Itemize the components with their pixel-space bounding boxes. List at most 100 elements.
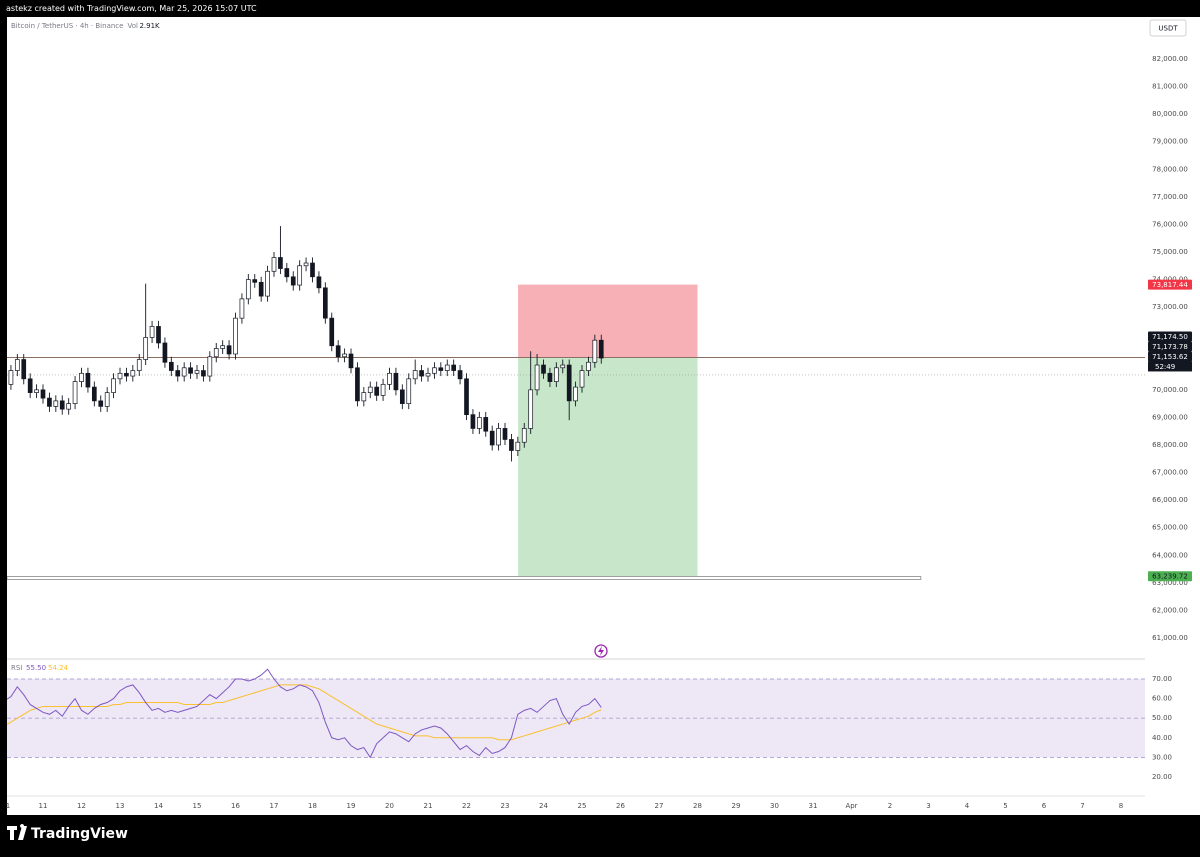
candle xyxy=(374,381,380,401)
x-tick-label: 1 xyxy=(6,802,10,810)
candle xyxy=(425,367,431,382)
candle xyxy=(14,354,20,377)
candle xyxy=(573,381,578,407)
candle xyxy=(53,395,59,412)
candle-body xyxy=(297,265,303,286)
candle xyxy=(355,362,360,407)
candle-body xyxy=(149,326,155,338)
candle xyxy=(271,251,277,277)
candle xyxy=(252,274,258,288)
rsi-title: RSI xyxy=(11,664,22,672)
candle-body xyxy=(91,386,97,402)
candle xyxy=(278,226,283,275)
candle xyxy=(406,373,412,410)
y-tick-label: 74,000.00 xyxy=(1152,276,1188,284)
marker-price-box xyxy=(1148,341,1192,352)
candle xyxy=(194,365,200,379)
rsi-tick-label: 70.00 xyxy=(1152,675,1172,683)
candle-body xyxy=(483,417,489,432)
candle-body xyxy=(53,400,59,407)
candle xyxy=(476,411,482,434)
candle-body xyxy=(72,381,78,404)
candle xyxy=(85,367,91,393)
candle-body xyxy=(399,389,405,404)
candle-body xyxy=(412,370,418,380)
candle xyxy=(547,367,553,388)
candle-body xyxy=(579,370,585,388)
candle xyxy=(27,373,33,399)
y-tick-label: 76,000.00 xyxy=(1152,220,1188,228)
candle-body xyxy=(438,367,444,371)
candle-body xyxy=(329,317,335,347)
candle xyxy=(380,378,386,401)
x-tick-label: 22 xyxy=(462,802,471,810)
x-tick-label: 31 xyxy=(809,802,818,810)
y-tick-label: 82,000.00 xyxy=(1152,55,1188,63)
candle-body xyxy=(470,414,476,429)
candle xyxy=(432,362,437,379)
candle-body xyxy=(566,364,572,402)
candle xyxy=(586,356,591,377)
candle-body xyxy=(598,339,604,359)
candle xyxy=(265,265,270,302)
rsi-tick-label: 20.00 xyxy=(1152,773,1172,781)
candle-body xyxy=(322,287,328,319)
candle-body xyxy=(130,370,136,377)
rsi-tick-label: 40.00 xyxy=(1152,734,1172,742)
rsi-tick-label: 60.00 xyxy=(1152,695,1172,703)
candle-body xyxy=(117,372,123,380)
candle-body xyxy=(124,372,129,377)
candle xyxy=(470,409,476,434)
candle xyxy=(412,359,418,385)
x-tick-label: 3 xyxy=(926,802,930,810)
candle xyxy=(502,422,508,445)
x-tick-label: 15 xyxy=(193,802,202,810)
candle-body xyxy=(464,378,469,416)
candle-body xyxy=(136,359,142,371)
candle-body xyxy=(188,367,193,374)
candle xyxy=(483,411,489,437)
candle-body xyxy=(380,383,386,396)
stop-price-label: 73,817.44 xyxy=(1152,281,1188,289)
candle xyxy=(361,387,367,407)
candle xyxy=(66,398,72,415)
rsi-line xyxy=(7,668,602,759)
candle-body xyxy=(213,348,219,358)
rsi-legend: RSI 55.50 54.24 xyxy=(11,664,69,672)
rsi-pane xyxy=(7,668,1145,759)
candle xyxy=(521,422,527,448)
candle xyxy=(444,359,450,377)
candle-body xyxy=(361,392,367,402)
rsi-axis: 70.00 60.00 50.00 40.00 30.00 20.00 xyxy=(1152,675,1172,781)
time-axis: 1 11 12 13 14 15 16 17 18 19 20 21 22 23 24 25 26 27 28 29 3… xyxy=(6,802,1123,810)
candle xyxy=(399,384,405,410)
candle-body xyxy=(40,389,46,399)
candle xyxy=(496,422,501,451)
x-tick-label: 26 xyxy=(616,802,625,810)
x-tick-label: 29 xyxy=(732,802,741,810)
target-price-label: 63,239.72 xyxy=(1152,573,1188,581)
candle-body xyxy=(592,339,598,363)
candle xyxy=(201,365,206,382)
candle xyxy=(579,365,585,393)
candle xyxy=(553,362,559,388)
x-tick-label: Apr xyxy=(845,802,857,810)
candle xyxy=(592,334,598,368)
candle xyxy=(387,367,392,390)
countdown: 52:49 xyxy=(1155,363,1175,371)
candle-body xyxy=(509,439,514,451)
x-tick-label: 24 xyxy=(539,802,548,810)
candle-body xyxy=(265,270,270,297)
candle xyxy=(47,392,52,412)
y-tick-label: 79,000.00 xyxy=(1152,138,1188,146)
candle xyxy=(72,376,78,410)
rsi-line xyxy=(7,684,602,741)
candle xyxy=(566,359,572,421)
candle-body xyxy=(367,386,373,393)
last-price-box xyxy=(1148,351,1192,362)
x-tick-label: 23 xyxy=(501,802,510,810)
candle-body xyxy=(85,372,91,388)
candle xyxy=(181,362,187,382)
candle xyxy=(303,257,309,272)
